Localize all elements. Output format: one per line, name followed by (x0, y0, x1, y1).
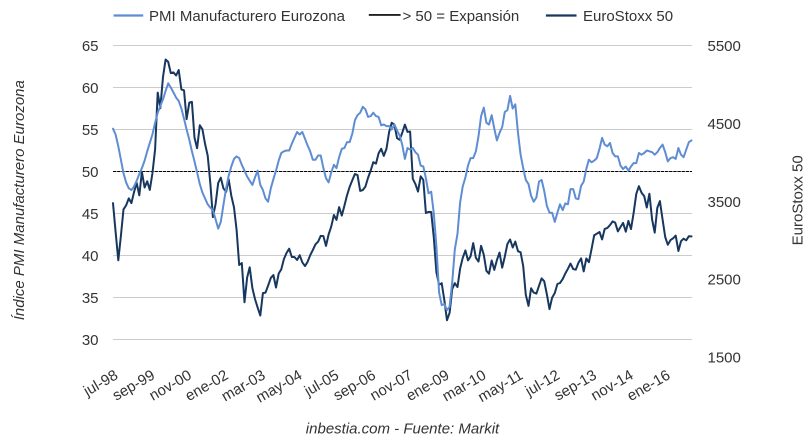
svg-text:EuroStoxx 50: EuroStoxx 50 (583, 8, 673, 25)
svg-text:EuroStoxx 50: EuroStoxx 50 (790, 155, 807, 245)
svg-text:30: 30 (82, 332, 99, 349)
svg-text:inbestia.com - Fuente: Markit: inbestia.com - Fuente: Markit (306, 421, 500, 438)
svg-text:55: 55 (82, 122, 99, 139)
svg-text:65: 65 (82, 38, 99, 55)
svg-text:1500: 1500 (708, 350, 741, 367)
svg-text:35: 35 (82, 290, 99, 307)
svg-text:> 50 = Expansión: > 50 = Expansión (403, 8, 520, 25)
svg-text:3500: 3500 (708, 194, 741, 211)
svg-text:40: 40 (82, 248, 99, 265)
svg-text:50: 50 (82, 164, 99, 181)
svg-text:5500: 5500 (708, 38, 741, 55)
svg-text:2500: 2500 (708, 272, 741, 289)
svg-text:4500: 4500 (708, 116, 741, 133)
svg-text:60: 60 (82, 80, 99, 97)
svg-text:PMI Manufacturero Eurozona: PMI Manufacturero Eurozona (149, 8, 346, 25)
svg-text:Índice PMI Manufacturero Euroz: Índice PMI Manufacturero Eurozona (11, 80, 28, 320)
svg-text:45: 45 (82, 206, 99, 223)
